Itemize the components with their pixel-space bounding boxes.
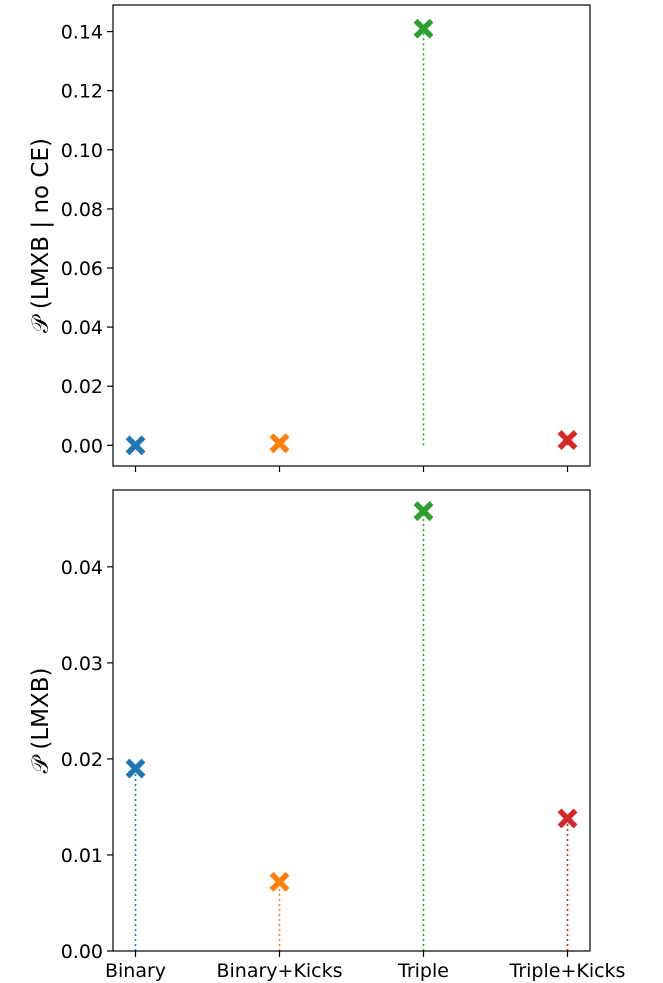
x-tick-label-binary-kicks: Binary+Kicks — [216, 960, 342, 982]
bottom-panel-y-axis-label: 𝒫 (LMXB) — [28, 667, 54, 773]
top-y-tick-label: 0.10 — [61, 140, 103, 162]
top-marker-triple-kicks — [557, 430, 578, 450]
bottom-y-tick-label: 0.03 — [61, 653, 103, 675]
top-marker-binary-kicks — [269, 433, 290, 454]
top-marker-triple — [413, 18, 434, 39]
x-tick-label-binary: Binary — [105, 960, 166, 982]
top-panel-frame — [112, 4, 591, 467]
top-y-tick-label: 0.08 — [61, 199, 103, 221]
bottom-y-tick-label: 0.04 — [61, 557, 103, 579]
top-y-tick-label: 0.02 — [61, 376, 103, 398]
bottom-panel-p-lmxb: 0.00 0.01 0.02 0.03 0.04 Binary Binary+Kicks T… — [28, 489, 626, 982]
bottom-panel-frame — [112, 489, 591, 952]
x-tick-label-triple: Triple — [397, 960, 449, 982]
bottom-y-tick-label: 0.02 — [61, 749, 103, 771]
top-y-tick-label: 0.14 — [61, 22, 103, 44]
top-y-tick-label: 0.06 — [61, 258, 103, 280]
bottom-marker-binary — [125, 758, 146, 779]
bottom-marker-triple-kicks — [557, 808, 578, 829]
x-tick-label-triple-kicks: Triple+Kicks — [509, 960, 626, 982]
bottom-marker-binary-kicks — [269, 871, 290, 892]
top-y-tick-label: 0.12 — [61, 81, 103, 103]
top-y-tick-label: 0.00 — [61, 435, 103, 457]
top-panel-y-axis-label: 𝒫 (LMXB | no CE) — [28, 138, 54, 333]
bottom-marker-triple — [413, 501, 434, 522]
top-marker-binary — [125, 435, 146, 456]
bottom-y-tick-label: 0.00 — [61, 941, 103, 963]
bottom-y-tick-label: 0.01 — [61, 845, 103, 867]
top-panel-p-lmxb-no-ce: 0.00 0.02 0.04 0.06 0.08 0.10 0.12 0.14 𝒫 (LMXB… — [28, 4, 591, 472]
top-y-tick-label: 0.04 — [61, 317, 103, 339]
